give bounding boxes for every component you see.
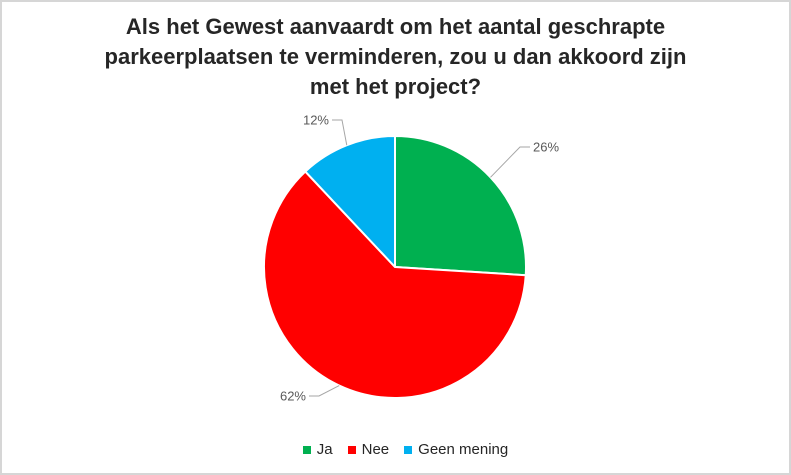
legend-item-ja: Ja <box>302 441 333 458</box>
chart-title-line: Als het Gewest aanvaardt om het aantal g… <box>125 14 666 39</box>
data-label-geen-mening: 12% <box>303 113 329 128</box>
pie-slice-ja <box>394 135 527 277</box>
data-label-nee: 62% <box>280 389 306 404</box>
legend-swatch-ja <box>302 445 311 454</box>
leader-line-geen-mening <box>332 119 348 146</box>
legend-label-nee: Nee <box>361 441 390 458</box>
chart-legend: Ja Nee Geen mening <box>22 441 789 458</box>
leader-line-nee <box>309 385 340 397</box>
pie-slice-geen-mening <box>304 135 396 268</box>
legend-label-geen-mening: Geen mening <box>418 441 509 458</box>
legend-label-ja: Ja <box>316 441 333 458</box>
data-label-ja: 26% <box>533 140 559 155</box>
chart-title-line: met het project? <box>309 74 482 99</box>
legend-swatch-geen-mening <box>404 445 413 454</box>
legend-item-geen-mening: Geen mening <box>404 441 508 458</box>
pie-slice-nee <box>263 170 527 399</box>
leader-line-ja <box>490 146 530 178</box>
chart-title-line: parkeerplaatsen te verminderen, zou u da… <box>104 44 687 69</box>
legend-item-nee: Nee <box>347 441 390 458</box>
chart-title: Als het Gewest aanvaardt om het aantal g… <box>2 12 789 102</box>
legend-swatch-nee <box>347 445 356 454</box>
